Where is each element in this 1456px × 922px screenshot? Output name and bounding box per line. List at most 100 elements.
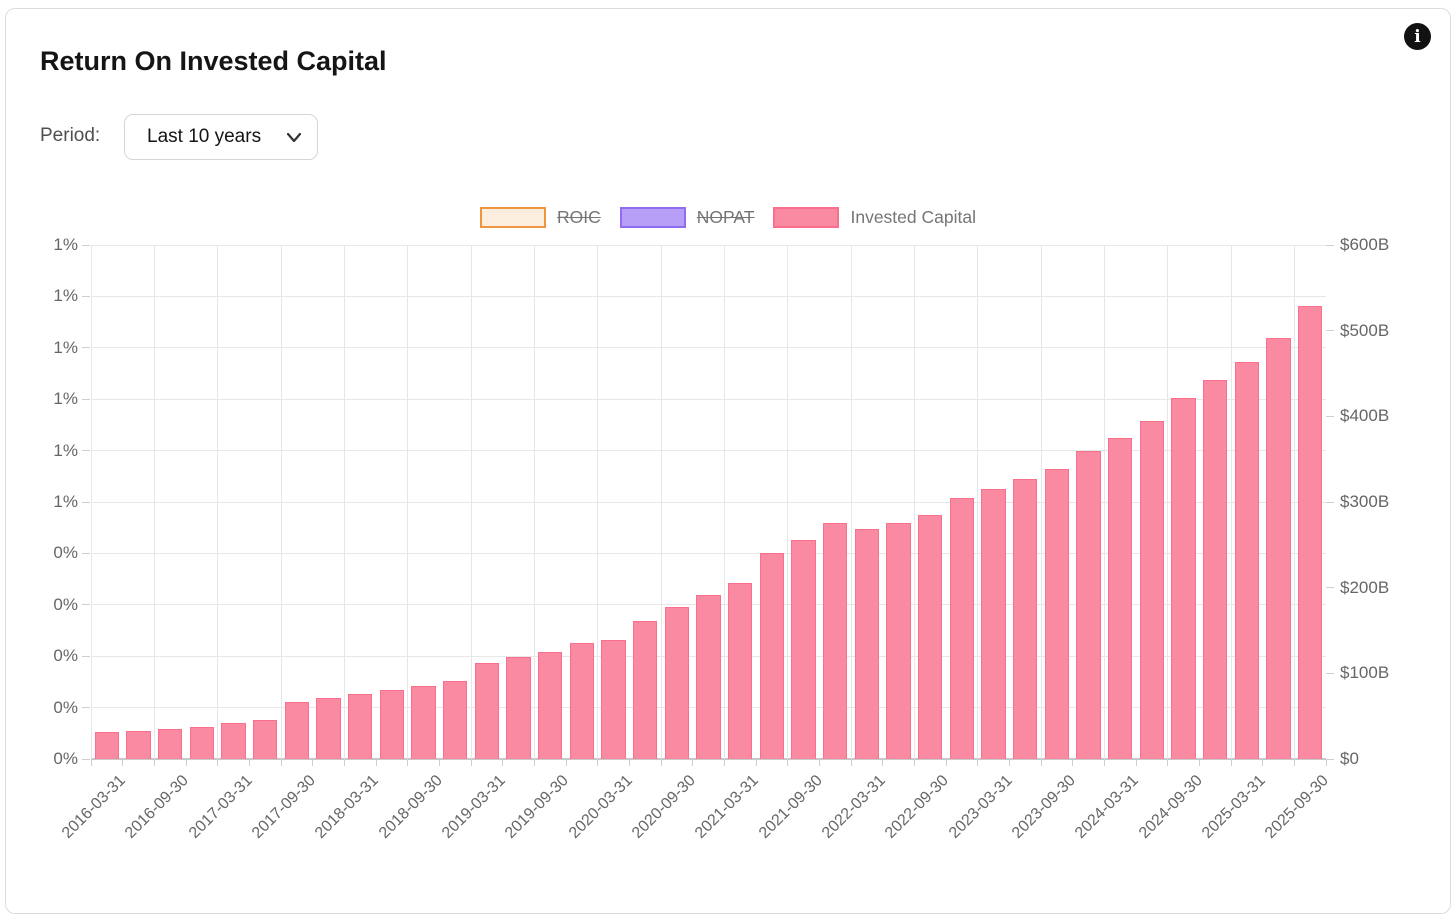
nopat-swatch <box>619 207 686 228</box>
x-axis-tick <box>280 760 282 766</box>
bar[interactable] <box>1171 398 1196 759</box>
left-axis-label: 0% <box>53 749 78 768</box>
x-axis-tick <box>470 760 472 766</box>
gridline-vertical <box>343 245 345 759</box>
x-axis-tick <box>1293 760 1295 766</box>
legend-item-nopat[interactable]: NOPAT <box>619 207 754 228</box>
left-axis-tick <box>82 552 90 554</box>
bar[interactable] <box>1266 337 1291 759</box>
legend-item-invested-capital[interactable]: Invested Capital <box>773 207 976 228</box>
x-axis-tick <box>185 760 187 766</box>
x-axis-tick <box>597 760 599 766</box>
gridline-vertical <box>1293 245 1295 759</box>
bar[interactable] <box>474 663 500 759</box>
bar[interactable] <box>759 552 785 759</box>
bar[interactable] <box>1076 450 1101 759</box>
bar[interactable] <box>854 529 880 759</box>
left-axis-label: 1% <box>53 286 78 306</box>
gridline-vertical <box>217 245 219 759</box>
gridline-vertical <box>280 245 282 759</box>
chevron-down-icon <box>287 132 301 142</box>
bar[interactable] <box>727 583 753 759</box>
x-axis-tick <box>723 760 725 766</box>
bar[interactable] <box>1012 478 1038 759</box>
bar[interactable] <box>1139 421 1165 759</box>
bar[interactable] <box>442 681 468 759</box>
legend-item-roic[interactable]: ROIC <box>480 207 601 228</box>
bar[interactable] <box>189 727 215 759</box>
left-axis-label: 0% <box>53 697 78 717</box>
bar[interactable] <box>886 522 911 759</box>
invested-capital-swatch <box>773 207 840 228</box>
bar[interactable] <box>791 539 816 759</box>
left-axis-tick <box>82 295 90 297</box>
bar[interactable] <box>126 730 151 759</box>
right-axis-label: $500B <box>1340 320 1390 340</box>
bar[interactable] <box>316 698 341 759</box>
right-axis-label: $0 <box>1340 749 1359 768</box>
bar[interactable] <box>1297 305 1323 759</box>
gridline-horizontal <box>91 295 1326 297</box>
bar[interactable] <box>1202 380 1228 759</box>
roic-swatch <box>480 207 547 228</box>
x-axis-tick <box>818 760 820 766</box>
left-axis-label: 1% <box>53 337 78 357</box>
bar[interactable] <box>347 693 373 759</box>
bar[interactable] <box>664 607 690 759</box>
bar[interactable] <box>379 690 405 759</box>
left-axis-label: 1% <box>53 235 78 254</box>
x-axis-tick <box>1040 760 1042 766</box>
x-axis-tick <box>153 760 155 766</box>
bar[interactable] <box>1234 361 1260 759</box>
bar[interactable] <box>601 639 626 759</box>
bar[interactable] <box>157 729 183 759</box>
x-axis-tick <box>438 760 440 766</box>
gridline-vertical <box>787 245 789 759</box>
bar[interactable] <box>822 523 848 759</box>
bar[interactable] <box>1044 468 1070 759</box>
left-axis-tick <box>82 501 90 503</box>
bar[interactable] <box>221 723 246 759</box>
x-axis-tick <box>1008 760 1010 766</box>
period-select[interactable]: Last 10 years <box>124 114 318 160</box>
bar[interactable] <box>411 686 436 759</box>
roic-label: ROIC <box>557 207 601 227</box>
x-axis-tick <box>1167 760 1169 766</box>
gridline-vertical <box>723 245 725 759</box>
bar[interactable] <box>632 621 658 759</box>
gridline-horizontal <box>91 552 1326 554</box>
x-axis-tick <box>375 760 377 766</box>
bar[interactable] <box>917 514 943 759</box>
left-axis-label: 0% <box>53 646 78 666</box>
right-axis-label: $400B <box>1340 406 1390 426</box>
x-axis-tick <box>755 760 757 766</box>
bar[interactable] <box>569 643 595 759</box>
x-axis-tick <box>1325 760 1327 766</box>
bar[interactable] <box>949 497 975 759</box>
left-axis-label: 0% <box>53 594 78 614</box>
right-axis-tick <box>1326 587 1334 589</box>
left-axis-tick <box>82 655 90 657</box>
bar[interactable] <box>284 702 310 759</box>
bar[interactable] <box>1107 437 1133 759</box>
right-axis-label: $300B <box>1340 492 1390 511</box>
left-axis-tick <box>82 758 90 760</box>
right-axis-tick <box>1326 415 1334 417</box>
gridline-horizontal <box>91 450 1326 452</box>
info-icon[interactable]: i <box>1404 23 1431 50</box>
gridline-horizontal <box>91 244 1326 246</box>
bar[interactable] <box>252 720 278 759</box>
bar[interactable] <box>981 489 1006 759</box>
x-axis-tick <box>407 760 409 766</box>
x-axis-tick <box>502 760 504 766</box>
bar[interactable] <box>506 657 531 759</box>
gridline-horizontal <box>91 398 1326 400</box>
page-title: Return On Invested Capital <box>40 46 387 76</box>
gridline-vertical <box>1230 245 1232 759</box>
bar[interactable] <box>537 651 563 759</box>
bar[interactable] <box>94 732 120 759</box>
right-axis-tick <box>1326 672 1334 674</box>
info-glyph: i <box>1414 26 1421 47</box>
bar[interactable] <box>696 594 721 759</box>
